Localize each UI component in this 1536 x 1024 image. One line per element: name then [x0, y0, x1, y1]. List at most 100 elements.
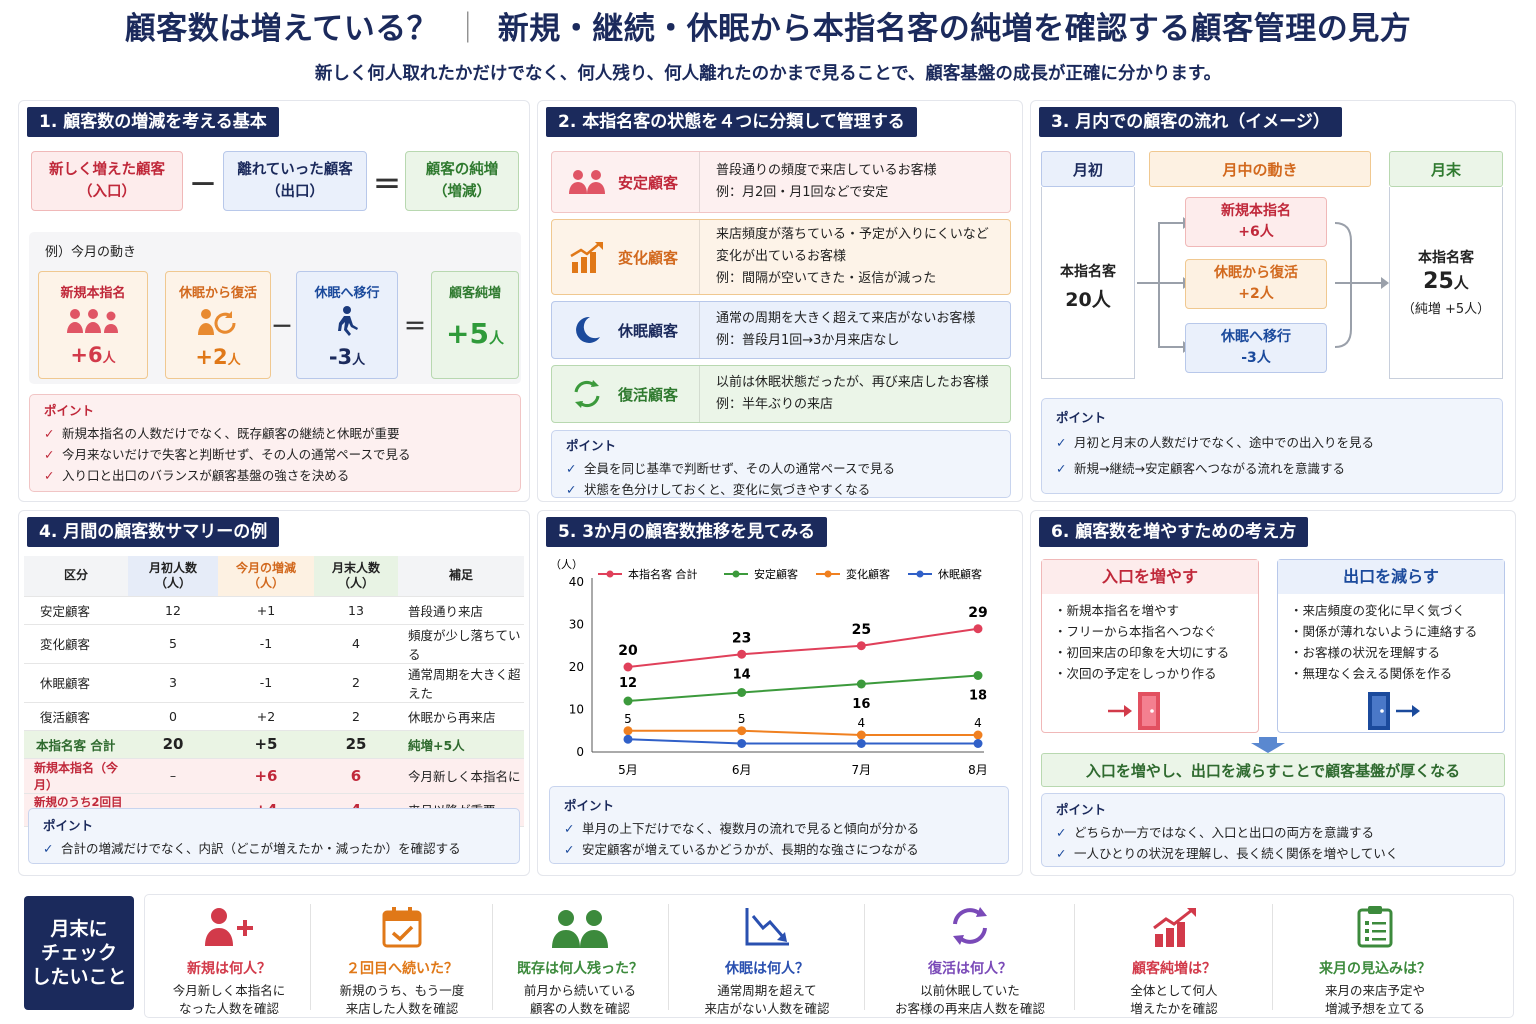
table-cell: 頻度が少し落ちている	[398, 624, 524, 664]
inflow-item: ・新規本指名を増やす	[1054, 603, 1180, 618]
check-icon: ✓	[1056, 461, 1067, 476]
inflow-item: ・次回の予定をしっかり作る	[1054, 666, 1217, 681]
outflow-item: ・お客様の状況を理解する	[1290, 645, 1441, 660]
check-icon: ✓	[566, 482, 577, 497]
section-4-title: 4. 月間の顧客数サマリーの例	[27, 517, 280, 547]
point-text: 新規→継続→安定顧客へつながる流れを意識する	[1074, 461, 1345, 476]
check-icon: ✓	[566, 461, 577, 476]
end-box: 本指名客 25人 （純増 +5人）	[1389, 187, 1503, 379]
table-new-row: 新規本指名（今月） – +6 6 今月新しく本指名に	[24, 758, 524, 794]
point-item: ✓ 一人ひとりの状況を理解し、長く続く関係を増やしていく	[1056, 843, 1490, 864]
outflow-item: ・無理なく会える関係を作る	[1290, 666, 1453, 681]
checklist-divider	[310, 904, 311, 1010]
page-header: 顧客数は増えている？ ｜ 新規・継続・休眠から本指名客の純増を確認する顧客管理の見方…	[0, 6, 1536, 85]
start-value: 20人	[1065, 289, 1111, 311]
checklist-desc-line: 顧客の人数を確認	[529, 1001, 630, 1016]
state-desc: 通常の周期を大きく超えて来店がないお客様	[716, 311, 976, 326]
point-text: 新規本指名の人数だけでなく、既存顧客の継続と休眠が重要	[62, 426, 400, 441]
example-dormant-label: 休眠へ移行	[314, 286, 380, 301]
inflow-item: ・初回来店の印象を大切にする	[1054, 645, 1230, 660]
refresh-icon	[866, 900, 1074, 948]
example-revive: 休眠から復活 +2人	[165, 271, 271, 379]
table-cell: +1	[218, 596, 314, 625]
checklist-label: 月末に チェック したいこと	[24, 896, 134, 1010]
point-text: 全員を同じ基準で判断せず、その人の通常ペースで見る	[584, 461, 896, 476]
inflow-card: 入口を増やす ・新規本指名を増やす ・フリーから本指名へつなぐ ・初回来店の印象…	[1041, 559, 1259, 733]
point-text: 合計の増減だけでなく、内訳（どこが増えたか・減ったか）を確認する	[61, 841, 461, 856]
point-text: 安定顧客が増えているかどうかが、長期的な強さにつながる	[582, 842, 919, 857]
check-icon: ✓	[1056, 435, 1067, 450]
checklist-desc-line: 新規のうち、もう一度	[339, 983, 465, 998]
table-cell: -1	[218, 624, 314, 664]
formula-net-box: 顧客の純増 （増減）	[405, 151, 519, 211]
data-point	[973, 671, 983, 680]
checklist-desc-line: 今月新しく本指名に	[172, 983, 286, 998]
point-label: ポイント	[44, 403, 95, 418]
checklist-divider	[1074, 904, 1075, 1010]
formula-inflow-label: 新しく増えた顧客	[49, 162, 165, 178]
checklist-item-title: ２回目へ続いた？	[346, 961, 458, 977]
table-cell: 2	[314, 663, 398, 703]
point-item: ✓ 全員を同じ基準で判断せず、その人の通常ペースで見る	[566, 458, 996, 479]
example-net-value: +5人	[446, 317, 504, 350]
section-5-title: 5. 3か月の顧客数推移を見てみる	[546, 517, 828, 547]
state-example: 例：間隔が空いてきた・返信が減った	[716, 271, 937, 286]
checklist-item: 顧客純増は？ 全体として何人 増えたかを確認	[1076, 900, 1272, 1016]
table-header: 月末人数 （人）	[314, 556, 398, 597]
flow-value: +2人	[1238, 286, 1274, 302]
person-plus-icon	[148, 900, 310, 948]
point-text: どちらか一方ではなく、入口と出口の両方を意識する	[1074, 825, 1375, 840]
state-revived: 復活顧客 以前は休眠状態だったが、再び来店したお客様 例：半年ぶりの来店	[551, 365, 1011, 423]
summary-table: 区分 月初人数 （人） 今月の増減 （人） 月末人数 （人） 補足 安定顧客 12…	[24, 556, 524, 827]
table-cell: 純増+5人	[398, 730, 524, 759]
check-icon: ✓	[43, 841, 54, 856]
data-label: 12	[619, 676, 637, 691]
checklist-bar	[144, 894, 1514, 1018]
data-label: 25	[852, 622, 871, 638]
data-label: 14	[733, 668, 751, 683]
x-tick-label: 7月	[852, 763, 872, 777]
data-point	[737, 726, 747, 736]
table-cell: 4	[314, 624, 398, 664]
person-return-icon	[196, 307, 240, 341]
checklist-item-title: 来月の見込みは？	[1319, 961, 1431, 977]
door-enter-icon	[1106, 690, 1166, 736]
checklist-item: 既存は何人残った？ 前月から続いている 顧客の人数を確認	[494, 900, 666, 1016]
table-cell: 普段通り来店	[398, 596, 524, 625]
table-row: 休眠顧客 3 -1 2 通常周期を大きく超えた	[24, 663, 524, 703]
table-cell: 5	[128, 624, 218, 664]
series-line	[627, 627, 979, 668]
table-cell: 3	[128, 663, 218, 703]
formula-outflow-label: 離れていった顧客	[237, 162, 353, 178]
data-label: 4	[858, 716, 866, 730]
point-text: 単月の上下だけでなく、複数月の流れで見ると傾向が分かる	[582, 821, 920, 836]
point-item: ✓ 状態を色分けしておくと、変化に気づきやすくなる	[566, 479, 996, 500]
x-tick-label: 8月	[968, 763, 988, 777]
table-cell: 今月新しく本指名に	[398, 758, 524, 794]
table-header: 区分	[24, 556, 128, 597]
unit-label: 人	[488, 329, 504, 347]
example-dormant: 休眠へ移行 -3人	[296, 271, 398, 379]
table-cell: 2	[314, 702, 398, 731]
state-desc: 来店頻度が落ちている・予定が入りにくいなど	[716, 227, 989, 242]
check-icon: ✓	[564, 842, 575, 857]
unit-label: 人	[102, 351, 116, 366]
section-1-title: 1. 顧客数の増減を考える基本	[27, 107, 279, 137]
formula-minus: －	[189, 168, 218, 201]
state-name: 休眠顧客	[618, 321, 679, 340]
end-label: 本指名客	[1418, 250, 1474, 266]
point-label: ポイント	[1056, 410, 1107, 425]
section-2-title: 2. 本指名客の状態を４つに分類して管理する	[546, 107, 917, 137]
example-net-label: 顧客純増	[448, 286, 501, 301]
point-text: 今月来ないだけで失客と判断せず、その人の通常ペースで見る	[62, 447, 411, 462]
legend-label: 本指名客 合計	[628, 567, 698, 581]
table-cell: 復活顧客	[24, 702, 128, 731]
checklist-desc-line: 以前休眠していた	[920, 983, 1020, 998]
outflow-item: ・関係が薄れないように連絡する	[1290, 624, 1478, 639]
table-cell: +5	[218, 730, 314, 759]
clipboard-icon	[1274, 900, 1476, 948]
checklist-desc-line: 来店した人数を確認	[345, 1001, 459, 1016]
legend-marker	[732, 570, 740, 578]
example-net-number: +5	[446, 317, 489, 350]
series-line	[627, 674, 979, 702]
